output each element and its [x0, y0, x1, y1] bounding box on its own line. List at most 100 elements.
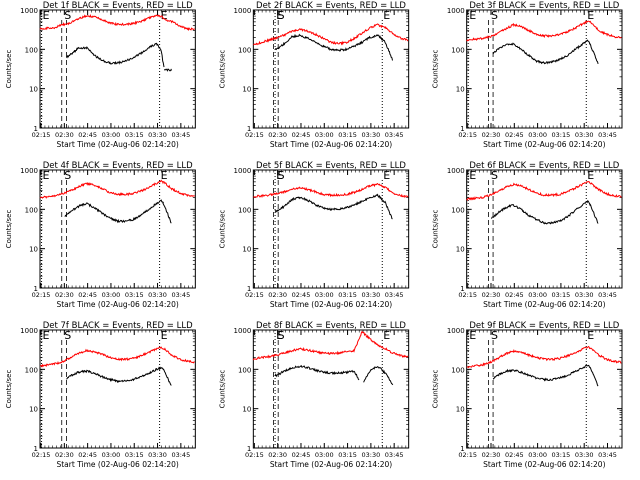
- marker-label: S: [491, 9, 498, 22]
- y-tick-label: 1000: [234, 327, 252, 335]
- y-tick-label: 10: [242, 86, 251, 94]
- marker-label: S: [491, 169, 498, 182]
- chart-title: Det 7f BLACK = Events, RED = LLD: [43, 321, 193, 331]
- y-tick-label: 1: [34, 285, 38, 293]
- y-tick-label: 1000: [20, 7, 38, 15]
- series-line-events: [380, 37, 393, 61]
- chart-title: Det 8f BLACK = Events, RED = LLD: [256, 321, 406, 331]
- chart-title: Det 3f BLACK = Events, RED = LLD: [469, 1, 619, 11]
- chart-panel-1: Det 1f BLACK = Events, RED = LLD 1 10 100 10…: [5, 1, 196, 149]
- y-tick-label: 100: [451, 366, 464, 374]
- marker-label: E: [469, 169, 476, 182]
- x-tick-label: 02:30: [55, 131, 74, 139]
- y-tick-label: 10: [456, 246, 465, 254]
- y-axis-label: Counts/sec: [218, 50, 226, 89]
- series-line-lld: [39, 14, 195, 32]
- y-tick-label: 1: [460, 445, 464, 453]
- y-tick-label: 1: [247, 125, 251, 133]
- x-tick-label: 02:30: [482, 131, 501, 139]
- marker-label: S: [64, 169, 71, 182]
- x-tick-label: 03:15: [338, 291, 357, 299]
- plot-frame: [252, 169, 410, 289]
- marker-label: E: [383, 329, 390, 342]
- marker-label: S: [278, 169, 285, 182]
- chart-title: Det 5f BLACK = Events, RED = LLD: [256, 161, 406, 171]
- chart-panel-3: Det 3f BLACK = Events, RED = LLD 1 10 100 10…: [432, 1, 623, 149]
- y-tick-label: 1000: [234, 167, 252, 175]
- y-tick-label: 1: [460, 285, 464, 293]
- series-line-events: [589, 203, 599, 224]
- y-tick-label: 1: [247, 445, 251, 453]
- y-tick-label: 10: [242, 246, 251, 254]
- y-tick-label: 1000: [20, 167, 38, 175]
- x-tick-label: 03:15: [338, 451, 357, 459]
- x-tick-label: 03:45: [171, 451, 190, 459]
- x-tick-label: 03:15: [125, 451, 144, 459]
- y-axis-label: Counts/sec: [5, 50, 13, 89]
- x-tick-label: 02:45: [505, 131, 524, 139]
- x-axis-label: Start Time (02-Aug-06 02:14:20): [56, 460, 178, 469]
- marker-label: E: [43, 9, 50, 22]
- chart-title: Det 1f BLACK = Events, RED = LLD: [43, 1, 193, 11]
- series-line-events: [491, 199, 591, 225]
- x-tick-label: 03:30: [148, 451, 167, 459]
- x-tick-label: 02:45: [78, 291, 97, 299]
- y-axis-label: Counts/sec: [432, 210, 440, 249]
- marker-label: E: [276, 169, 283, 182]
- marker-label: E: [587, 169, 594, 182]
- y-tick-label: 100: [451, 46, 464, 54]
- marker-label: E: [161, 329, 168, 342]
- series-line-events: [163, 68, 173, 72]
- series-line-lld: [39, 179, 195, 199]
- chart-panel-9: Det 9f BLACK = Events, RED = LLD 1 10 100 10…: [432, 321, 623, 469]
- x-tick-label: 03:00: [528, 451, 547, 459]
- x-axis-label: Start Time (02-Aug-06 02:14:20): [270, 460, 392, 469]
- x-tick-label: 02:15: [458, 131, 477, 139]
- y-tick-label: 10: [456, 86, 465, 94]
- series-line-events: [492, 364, 591, 382]
- chart-panel-7: Det 7f BLACK = Events, RED = LLD 1 10 100 10…: [5, 321, 196, 469]
- y-tick-label: 10: [242, 406, 251, 414]
- series-line-events: [588, 42, 599, 65]
- x-tick-label: 02:30: [482, 451, 501, 459]
- x-tick-label: 03:45: [385, 131, 404, 139]
- x-tick-label: 02:15: [32, 131, 51, 139]
- x-tick-label: 03:30: [362, 451, 381, 459]
- y-tick-label: 100: [238, 206, 251, 214]
- y-tick-label: 10: [29, 86, 38, 94]
- x-tick-label: 03:00: [102, 291, 121, 299]
- x-axis-label: Start Time (02-Aug-06 02:14:20): [483, 300, 605, 309]
- series-line-events: [492, 39, 591, 65]
- plot-frame: [252, 329, 410, 449]
- plot-frame: [252, 9, 410, 129]
- series-line-events: [66, 366, 165, 384]
- y-tick-label: 100: [25, 206, 38, 214]
- x-tick-label: 03:45: [385, 291, 404, 299]
- x-tick-label: 02:45: [78, 131, 97, 139]
- x-tick-label: 03:30: [575, 451, 594, 459]
- y-axis-label: Counts/sec: [5, 370, 13, 409]
- x-tick-label: 03:00: [315, 291, 334, 299]
- series-line-lld: [253, 23, 409, 46]
- y-axis-label: Counts/sec: [218, 210, 226, 249]
- y-tick-label: 100: [25, 366, 38, 374]
- x-tick-label: 03:15: [125, 131, 144, 139]
- series-line-events: [589, 366, 599, 387]
- x-tick-label: 02:15: [245, 291, 264, 299]
- marker-label: E: [43, 329, 50, 342]
- plot-frame: [466, 9, 623, 129]
- x-tick-label: 02:30: [268, 451, 287, 459]
- chart-title: Det 9f BLACK = Events, RED = LLD: [469, 321, 619, 331]
- chart-panel-4: Det 4f BLACK = Events, RED = LLD 1 10 100 10…: [5, 161, 196, 309]
- x-tick-label: 03:00: [528, 131, 547, 139]
- marker-label: E: [383, 9, 390, 22]
- x-tick-label: 03:45: [385, 451, 404, 459]
- series-line-lld: [466, 345, 622, 369]
- plot-frame: [466, 169, 623, 289]
- series-line-events: [66, 42, 165, 68]
- x-tick-label: 03:00: [315, 131, 334, 139]
- x-tick-label: 02:15: [245, 131, 264, 139]
- plot-frame: [39, 9, 196, 129]
- y-tick-label: 1: [34, 445, 38, 453]
